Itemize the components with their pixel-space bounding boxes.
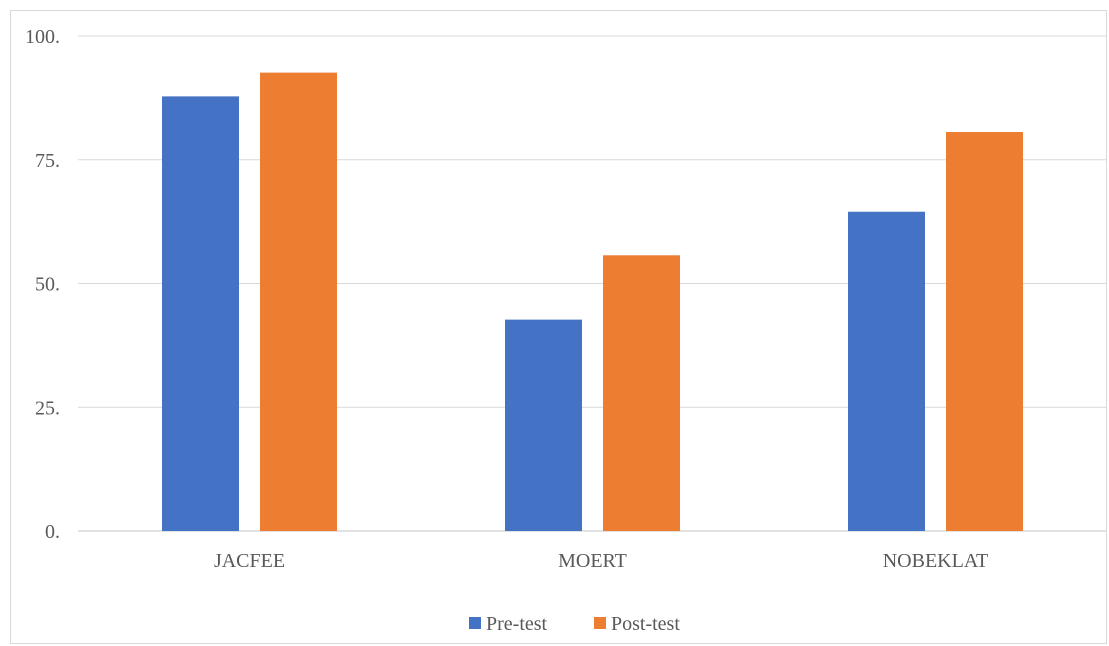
legend: Pre-test Post-test (469, 613, 680, 635)
legend-label: Pre-test (486, 613, 548, 635)
y-tick-label: 100. (25, 26, 60, 48)
x-category-label: MOERT (558, 550, 627, 572)
bar-pre-test-moert (505, 319, 582, 531)
legend-swatch-pre-test (469, 617, 481, 629)
x-axis-category-labels: JACFEE MOERT NOBEKLAT (214, 550, 988, 572)
y-tick-label: 0. (45, 521, 60, 543)
bar-post-test-nobeklat (946, 132, 1023, 531)
y-axis-tick-labels: 0. 25. 50. 75. 100. (25, 26, 60, 543)
x-category-label: NOBEKLAT (883, 550, 989, 572)
legend-swatch-post-test (594, 617, 606, 629)
bar-pre-test-jacfee (162, 96, 239, 531)
x-category-label: JACFEE (214, 550, 285, 572)
y-tick-label: 75. (35, 150, 60, 172)
bar-post-test-moert (603, 255, 680, 531)
grid-lines (78, 35, 1107, 532)
legend-label: Post-test (611, 613, 680, 635)
bar-post-test-jacfee (260, 72, 337, 531)
bars (162, 72, 1023, 531)
y-tick-label: 50. (35, 274, 60, 296)
bar-pre-test-nobeklat (848, 211, 925, 531)
y-tick-label: 25. (35, 397, 60, 419)
